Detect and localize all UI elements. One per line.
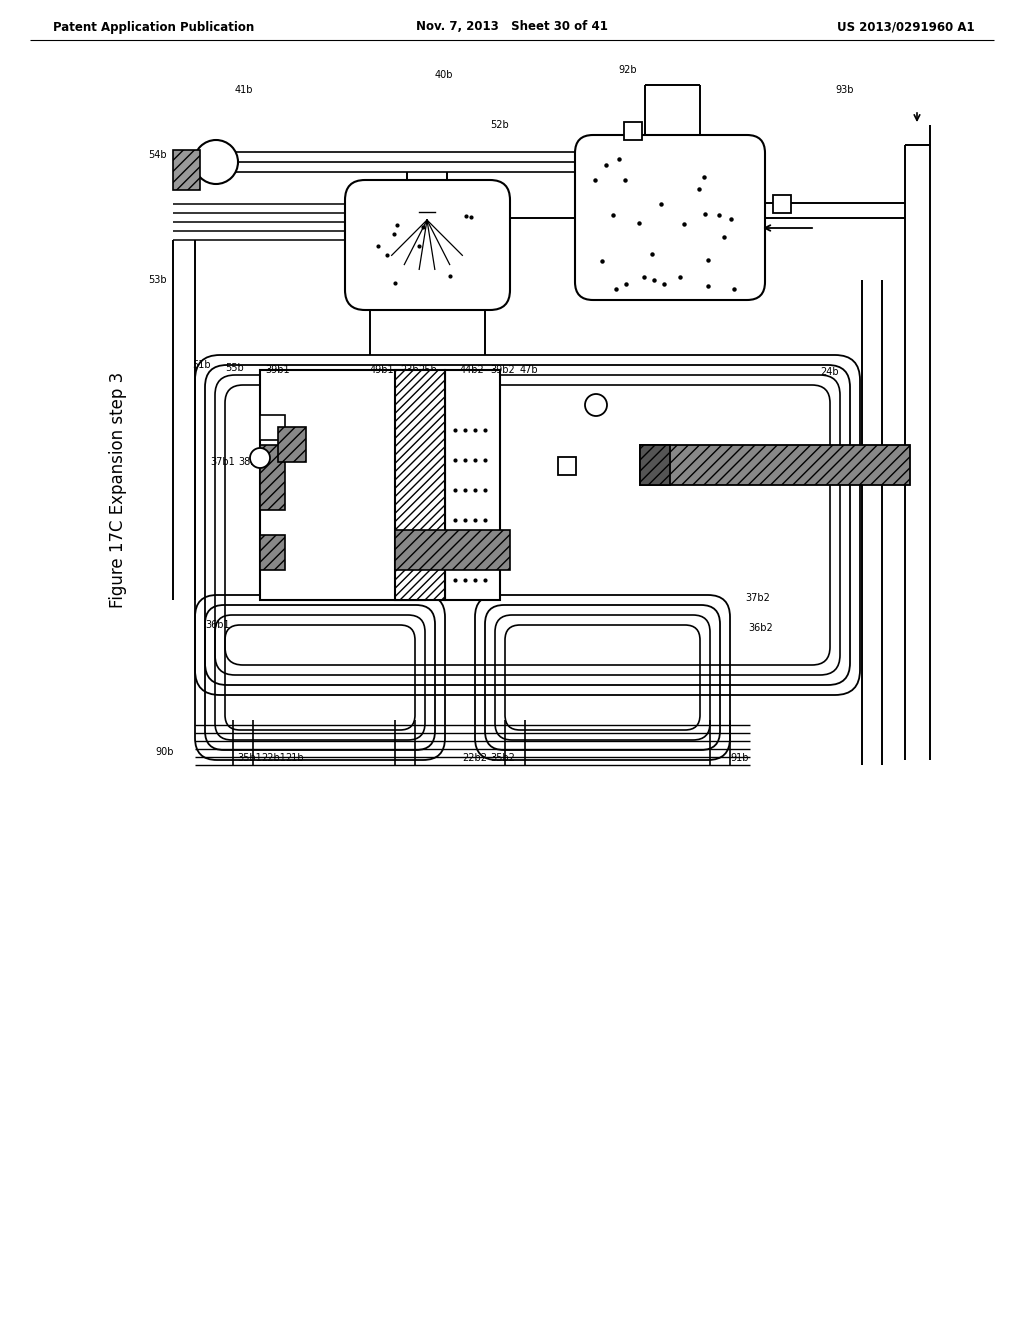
Bar bbox=[173, 150, 200, 190]
Text: 35b2: 35b2 bbox=[490, 752, 515, 763]
Bar bbox=[773, 195, 791, 213]
Text: 35b1: 35b1 bbox=[237, 752, 262, 763]
Text: 36b1: 36b1 bbox=[205, 620, 229, 630]
Text: 53b: 53b bbox=[148, 275, 167, 285]
FancyBboxPatch shape bbox=[575, 135, 765, 300]
Text: 47b: 47b bbox=[520, 366, 539, 375]
Text: Nov. 7, 2013   Sheet 30 of 41: Nov. 7, 2013 Sheet 30 of 41 bbox=[416, 21, 608, 33]
Text: 44b1: 44b1 bbox=[268, 445, 293, 455]
Text: US 2013/0291960 A1: US 2013/0291960 A1 bbox=[838, 21, 975, 33]
Text: 38b2: 38b2 bbox=[755, 453, 779, 463]
Text: 37b2: 37b2 bbox=[745, 593, 770, 603]
Text: 52b: 52b bbox=[490, 120, 509, 129]
Bar bbox=[640, 445, 670, 484]
Text: 44b2: 44b2 bbox=[460, 366, 484, 375]
Text: Patent Application Publication: Patent Application Publication bbox=[53, 21, 254, 33]
FancyBboxPatch shape bbox=[345, 180, 510, 310]
Bar bbox=[624, 121, 642, 140]
Circle shape bbox=[194, 140, 238, 183]
Text: 22b1: 22b1 bbox=[261, 752, 286, 763]
Text: 54b: 54b bbox=[148, 150, 167, 160]
Bar bbox=[260, 535, 285, 570]
Bar bbox=[260, 370, 425, 601]
Text: Pressure Cell: Pressure Cell bbox=[742, 186, 752, 249]
Text: 92b: 92b bbox=[618, 65, 637, 75]
Text: 22b2: 22b2 bbox=[462, 752, 487, 763]
Text: 93b: 93b bbox=[835, 84, 853, 95]
Bar bbox=[395, 531, 510, 570]
Text: 23b: 23b bbox=[400, 366, 419, 375]
Bar bbox=[260, 445, 285, 510]
Text: 24b: 24b bbox=[820, 367, 839, 378]
Bar bbox=[278, 426, 306, 462]
Text: 37b1: 37b1 bbox=[210, 457, 234, 467]
Text: 40b: 40b bbox=[435, 70, 454, 81]
Text: Figure 17C Expansion step 3: Figure 17C Expansion step 3 bbox=[109, 372, 127, 609]
Text: 25b: 25b bbox=[418, 366, 437, 375]
Text: 45b: 45b bbox=[695, 240, 714, 249]
Text: 91b: 91b bbox=[730, 752, 749, 763]
Text: 39b1: 39b1 bbox=[265, 366, 290, 375]
Text: 51b: 51b bbox=[193, 360, 211, 370]
Text: 38b1: 38b1 bbox=[238, 457, 262, 467]
Text: 55b: 55b bbox=[225, 363, 244, 374]
Text: 19b: 19b bbox=[790, 453, 809, 463]
Bar bbox=[260, 414, 285, 440]
Bar bbox=[395, 370, 445, 601]
Bar bbox=[445, 370, 500, 601]
Text: 41b: 41b bbox=[234, 84, 254, 95]
Text: 39b2: 39b2 bbox=[490, 366, 515, 375]
Text: 90b: 90b bbox=[155, 747, 173, 756]
Text: 21b: 21b bbox=[285, 752, 304, 763]
Bar bbox=[558, 457, 575, 475]
Text: 36b2: 36b2 bbox=[748, 623, 773, 634]
Bar bbox=[640, 445, 910, 484]
Circle shape bbox=[250, 447, 270, 469]
Text: 49b1: 49b1 bbox=[370, 366, 394, 375]
Circle shape bbox=[585, 393, 607, 416]
